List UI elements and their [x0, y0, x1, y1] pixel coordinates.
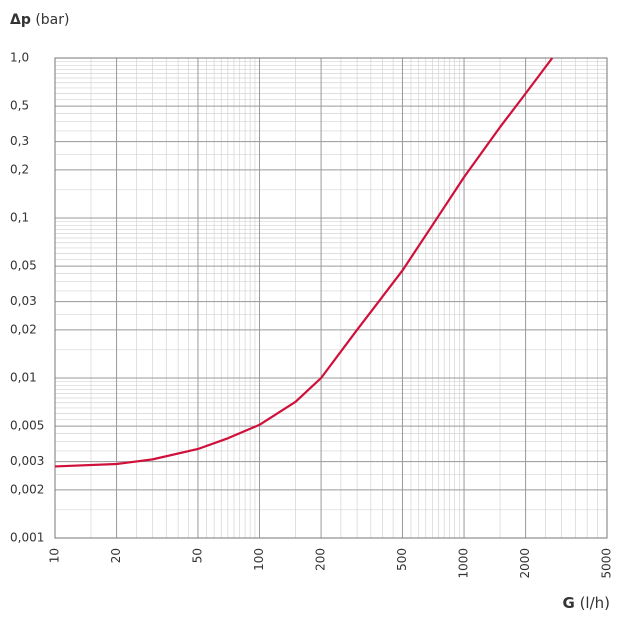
x-tick-label: 5000 — [600, 548, 614, 579]
x-tick-label: 100 — [252, 548, 266, 571]
data-line — [54, 57, 554, 468]
y-tick-label: 0,03 — [10, 294, 37, 308]
y-tick-label: 0,005 — [10, 419, 44, 433]
x-axis-symbol: G — [562, 594, 574, 612]
x-tick-label: 50 — [190, 548, 204, 563]
x-axis-label: G (l/h) — [562, 594, 610, 612]
y-axis-label: Δp (bar) — [10, 12, 69, 28]
x-tick-label: 1000 — [457, 548, 471, 579]
y-tick-label: 0,3 — [10, 134, 29, 148]
x-tick-label: 2000 — [518, 548, 532, 579]
y-tick-label: 0,5 — [10, 99, 29, 113]
x-tick-label: 10 — [48, 548, 62, 563]
x-tick-label: 200 — [314, 548, 328, 571]
y-tick-label: 0,1 — [10, 211, 29, 225]
y-tick-label: 0,2 — [10, 162, 29, 176]
y-tick-label: 0,02 — [10, 322, 37, 336]
y-tick-label: 0,01 — [10, 371, 37, 385]
plot-frame — [54, 57, 608, 539]
x-tick-label: 500 — [395, 548, 409, 571]
x-tick-label: 20 — [109, 548, 123, 563]
y-tick-label: 0,003 — [10, 454, 44, 468]
y-axis-unit: (bar) — [35, 12, 69, 28]
y-tick-label: 0,002 — [10, 482, 44, 496]
y-axis-symbol: Δp — [10, 12, 31, 28]
y-tick-label: 0,001 — [10, 531, 44, 545]
x-axis-unit: (l/h) — [580, 594, 610, 612]
y-tick-label: 1,0 — [10, 51, 29, 65]
y-tick-label: 0,05 — [10, 259, 37, 273]
